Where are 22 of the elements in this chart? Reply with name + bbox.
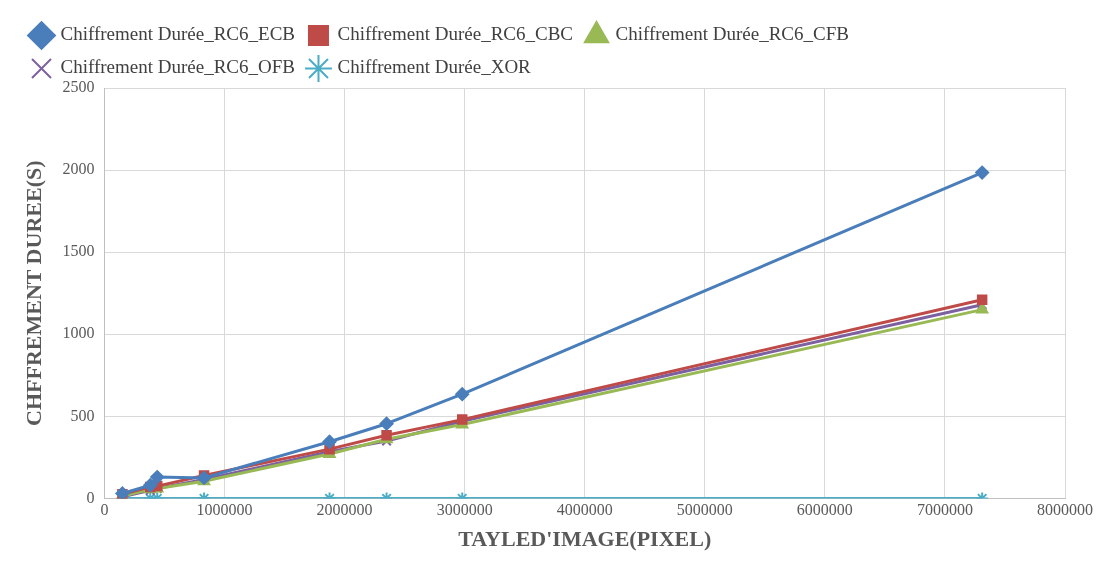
x-tick-label: 3000000	[436, 501, 493, 519]
x-tick-label: 1000000	[196, 501, 253, 519]
x-tick-label: 2000000	[316, 501, 373, 519]
x-axis-title: TAYLED'IMAGE(PIXEL)	[458, 526, 712, 552]
legend-label: Chiffrement Durée_RC6_CFB	[615, 23, 849, 45]
legend-label: Chiffrement Durée_XOR	[337, 56, 532, 78]
x-tick-label: 8000000	[1037, 501, 1093, 519]
y-axis-title: CHFFREMENT DUREE(S)	[20, 160, 46, 426]
y-tick-label: 0	[86, 488, 95, 506]
x-tick-label: 7000000	[916, 501, 973, 519]
y-tick-label: 500	[70, 406, 95, 424]
y-tick-label: 2000	[62, 160, 95, 178]
x-tick-label: 6000000	[796, 501, 853, 519]
legend-label: Chiffrement Durée_RC6_OFB	[60, 56, 295, 78]
y-tick-label: 1000	[62, 324, 95, 342]
x-tick-label: 4000000	[556, 501, 613, 519]
x-tick-label: 0	[100, 501, 109, 519]
y-tick-label: 1500	[62, 242, 95, 260]
y-tick-label: 2500	[62, 78, 95, 96]
legend-label: Chiffrement Durée_RC6_ECB	[60, 23, 295, 45]
legend-label: Chiffrement Durée_RC6_CBC	[337, 23, 574, 45]
x-tick-label: 5000000	[676, 501, 733, 519]
